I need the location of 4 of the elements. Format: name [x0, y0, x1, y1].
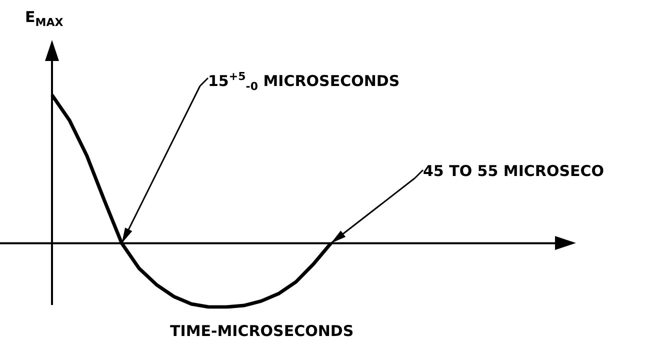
x-axis-title: TIME-MICROSECONDS: [170, 322, 354, 340]
text: 15$^{+5}$$_{-0}$ MICROSECONDS: [208, 70, 400, 93]
y-axis-title: E$_{MAX}$: [25, 8, 64, 29]
annotation: 45 TO 55 MICROSECO: [423, 162, 604, 180]
